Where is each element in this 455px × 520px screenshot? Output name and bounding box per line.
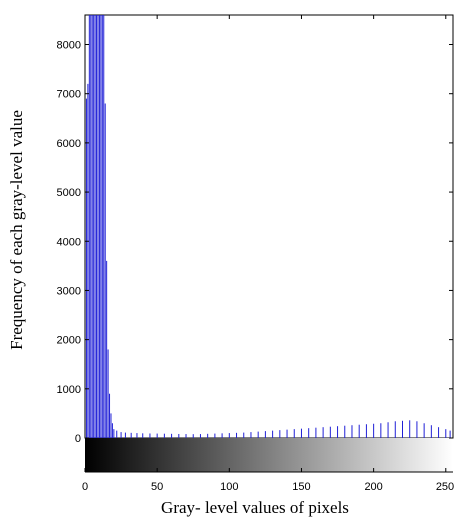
y-axis-title: Frequency of each gray-level value [7,110,26,350]
plot-area [84,14,454,439]
x-tick-label: 150 [292,481,310,493]
x-tick-label: 50 [151,481,163,493]
x-axis-ticks: 0 50 100 150 200 250 [82,15,454,493]
y-tick-label: 3000 [57,285,81,297]
y-tick-label: 1000 [57,384,81,396]
x-axis-title: Gray- level values of pixels [161,498,349,517]
y-tick-label: 0 [75,433,81,445]
x-tick-label: 0 [82,481,88,493]
y-tick-label: 6000 [57,138,81,150]
y-axis-ticks: 0 1000 2000 3000 4000 5000 6000 7000 8000 [57,40,453,445]
x-tick-label: 200 [364,481,382,493]
x-tick-label: 100 [220,481,238,493]
y-tick-label: 8000 [57,40,81,52]
x-tick-label: 250 [436,481,454,493]
y-tick-label: 2000 [57,335,81,347]
histogram-bars [85,15,451,438]
y-tick-label: 4000 [57,236,81,248]
y-tick-label: 7000 [57,89,81,101]
y-tick-label: 5000 [57,187,81,199]
grayscale-colorbar [85,438,453,472]
